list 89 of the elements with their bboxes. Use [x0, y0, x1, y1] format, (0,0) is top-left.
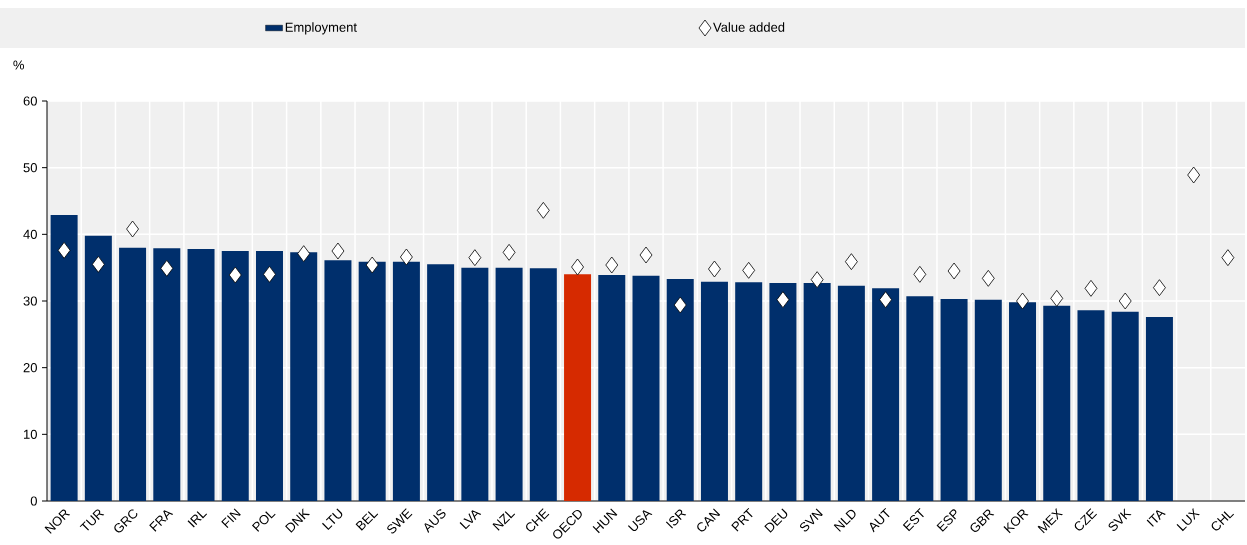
bar — [700, 281, 728, 501]
bar — [598, 275, 626, 501]
point — [91, 255, 105, 273]
bar — [872, 288, 900, 501]
bar — [290, 252, 318, 501]
x-tick-label: FRA — [149, 510, 174, 532]
point — [1187, 166, 1201, 184]
x-tick-label: TUR — [79, 509, 105, 531]
point — [981, 269, 995, 287]
y-tick-label: 0 — [30, 496, 37, 506]
y-tick-label: 40 — [23, 229, 37, 239]
bar — [84, 235, 112, 501]
bar — [392, 261, 420, 501]
point — [400, 248, 413, 266]
bar — [119, 247, 147, 501]
legend-label: Employment — [285, 22, 357, 35]
point — [263, 265, 276, 283]
point — [879, 291, 893, 309]
point — [571, 258, 584, 276]
y-tick-label: 50 — [23, 163, 37, 173]
bar — [803, 283, 831, 501]
point — [126, 220, 139, 238]
point — [57, 241, 71, 259]
bar — [974, 299, 1002, 501]
point — [1118, 292, 1132, 310]
bar — [495, 267, 523, 501]
point — [810, 271, 824, 289]
point — [1016, 292, 1029, 310]
point — [708, 260, 721, 278]
point — [639, 246, 653, 264]
bar — [461, 267, 489, 501]
bar — [1077, 310, 1105, 501]
point — [1050, 289, 1064, 307]
x-tick-label: POL — [251, 511, 276, 532]
x-tick-label: FIN — [221, 508, 241, 529]
point — [844, 253, 858, 271]
bar — [221, 251, 249, 501]
point — [502, 243, 516, 261]
y-tick-label: 10 — [23, 429, 37, 439]
y-axis-title: % — [13, 60, 24, 70]
bar — [1111, 311, 1139, 501]
x-tick-label: LVA — [459, 510, 482, 530]
y-tick-label: 30 — [23, 296, 37, 306]
bar — [906, 296, 934, 501]
bar — [632, 275, 660, 501]
bar — [153, 248, 181, 501]
bar — [564, 274, 592, 501]
point — [1084, 279, 1098, 297]
x-tick-label: LTU — [322, 508, 343, 530]
bar — [666, 279, 694, 501]
point — [468, 249, 482, 267]
bar — [50, 215, 78, 501]
bar — [837, 285, 865, 501]
point — [1153, 279, 1166, 297]
x-tick-label: USA — [627, 510, 653, 532]
point — [673, 296, 687, 314]
bar — [940, 299, 968, 501]
x-tick-label: CHL — [1211, 511, 1235, 531]
y-tick-label: 20 — [23, 363, 37, 373]
bar — [255, 251, 283, 501]
bar — [529, 268, 557, 501]
bar — [1145, 317, 1173, 501]
bar — [324, 260, 352, 501]
x-tick-label: ISR — [665, 509, 687, 529]
point — [1221, 249, 1235, 267]
x-tick-label: NZL — [492, 511, 516, 531]
bar — [1009, 302, 1037, 501]
x-tick-label: IRL — [187, 511, 208, 528]
point — [913, 265, 927, 283]
x-tick-label: ITA — [1146, 510, 1166, 527]
bar — [187, 249, 215, 501]
point — [605, 256, 619, 274]
point — [742, 261, 756, 279]
x-tick-label: BEL — [355, 511, 379, 531]
point — [297, 245, 311, 263]
bar — [769, 283, 797, 501]
point — [536, 201, 550, 219]
bar — [358, 261, 386, 501]
point — [160, 259, 174, 277]
legend-label: Value added — [713, 22, 785, 32]
point — [228, 266, 242, 284]
point — [776, 291, 790, 309]
bar — [427, 264, 455, 501]
point — [331, 242, 345, 260]
bar — [1043, 305, 1071, 501]
bar — [735, 282, 763, 501]
point — [365, 256, 379, 274]
y-tick-label: 60 — [23, 96, 37, 106]
point — [947, 262, 961, 280]
